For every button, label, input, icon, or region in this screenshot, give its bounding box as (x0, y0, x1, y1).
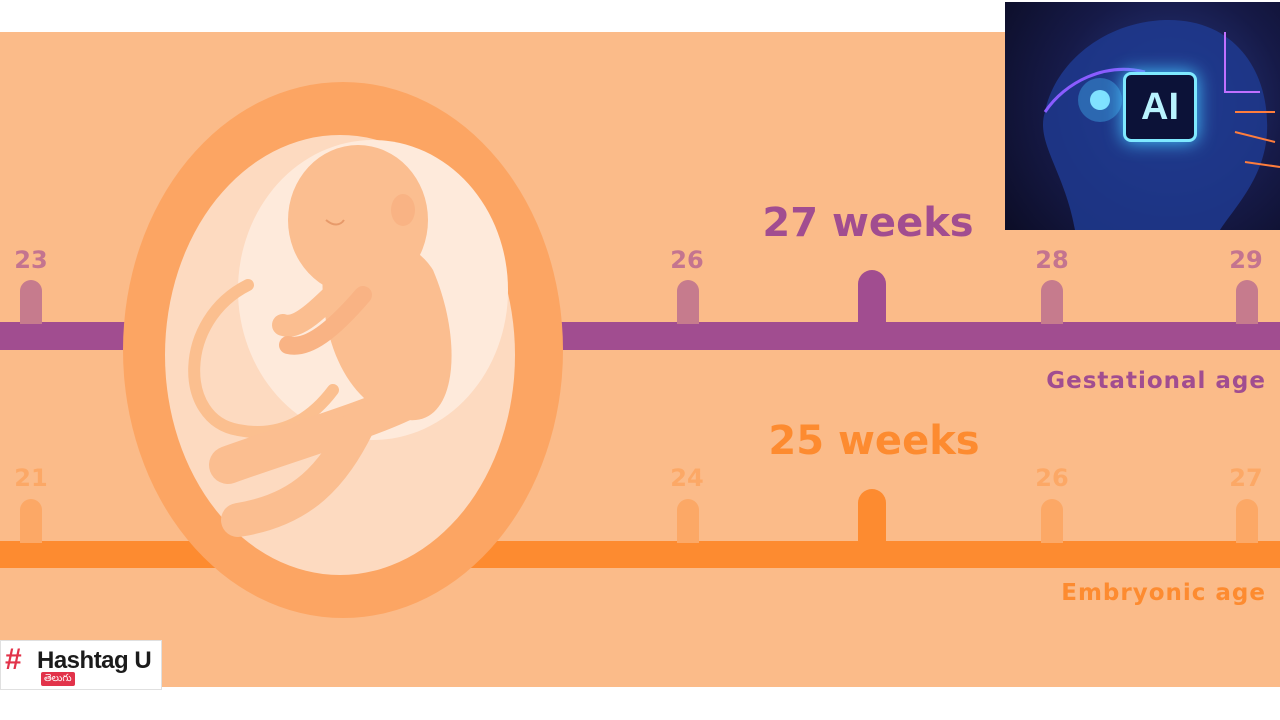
gestational-age-headline: 27 weeks (762, 200, 974, 246)
gestational-tick-label: 28 (1035, 246, 1069, 274)
hashtag-u-logo: # Hashtag U తెలుగు (0, 640, 162, 690)
gestational-tick-23 (20, 280, 42, 324)
embryonic-tick-label: 21 (14, 464, 48, 492)
embryonic-tick-21 (20, 499, 42, 543)
embryonic-tick-25-current (858, 489, 886, 543)
embryonic-tick-26 (1041, 499, 1063, 543)
embryonic-tick-24 (677, 499, 699, 543)
gestational-tick-label: 29 (1229, 246, 1263, 274)
gestational-tick-label: 23 (14, 246, 48, 274)
embryonic-tick-label: 24 (670, 464, 704, 492)
gestational-age-title: Gestational age (1046, 368, 1266, 394)
gestational-tick-26 (677, 280, 699, 324)
fetus-icon (123, 82, 563, 618)
embryonic-tick-27 (1236, 499, 1258, 543)
gestational-tick-28 (1041, 280, 1063, 324)
gestational-tick-label: 26 (670, 246, 704, 274)
hash-icon: # (5, 643, 22, 676)
ai-badge: AI (1123, 72, 1197, 142)
embryonic-tick-label: 27 (1229, 464, 1263, 492)
logo-brand-name: Hashtag U (37, 647, 152, 674)
logo-subtitle: తెలుగు (41, 672, 75, 686)
ai-thumbnail-image: AI (1005, 2, 1280, 230)
embryonic-age-headline: 25 weeks (768, 418, 980, 464)
fetus-in-womb-illustration (118, 80, 568, 625)
embryonic-tick-label: 26 (1035, 464, 1069, 492)
embryonic-age-title: Embryonic age (1061, 580, 1266, 606)
gestational-tick-27-current (858, 270, 886, 324)
gestational-tick-29 (1236, 280, 1258, 324)
